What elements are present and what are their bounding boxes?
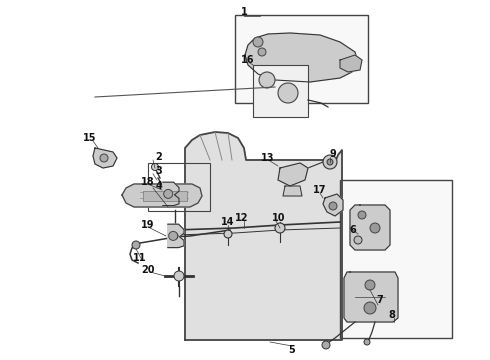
Polygon shape (168, 224, 184, 248)
Circle shape (132, 241, 140, 249)
Polygon shape (245, 33, 358, 82)
Circle shape (365, 280, 375, 290)
Circle shape (370, 223, 380, 233)
Text: 4: 4 (156, 181, 162, 191)
Bar (340, 180, 452, 338)
Circle shape (259, 72, 275, 88)
Circle shape (364, 302, 376, 314)
Circle shape (322, 341, 330, 349)
Text: 5: 5 (289, 345, 295, 355)
Text: 1: 1 (241, 7, 247, 17)
Bar (143, 191, 187, 201)
Circle shape (327, 159, 333, 165)
Text: 7: 7 (377, 295, 383, 305)
Text: 9: 9 (330, 149, 336, 159)
Bar (235, 15, 368, 103)
Polygon shape (93, 148, 117, 168)
Polygon shape (185, 132, 342, 340)
Polygon shape (163, 182, 179, 206)
Text: 12: 12 (235, 213, 249, 223)
Text: 18: 18 (141, 177, 155, 187)
Circle shape (253, 37, 263, 47)
Text: 17: 17 (313, 185, 327, 195)
Text: 8: 8 (389, 310, 395, 320)
Text: 2: 2 (156, 152, 162, 162)
Circle shape (275, 223, 285, 233)
Circle shape (100, 154, 108, 162)
Text: 20: 20 (141, 265, 155, 275)
Circle shape (323, 155, 337, 169)
Circle shape (258, 48, 266, 56)
Circle shape (164, 189, 172, 198)
Polygon shape (340, 55, 362, 72)
Text: 15: 15 (83, 133, 97, 143)
Circle shape (224, 230, 232, 238)
Circle shape (358, 211, 366, 219)
Text: 16: 16 (241, 55, 255, 65)
Circle shape (354, 236, 362, 244)
Polygon shape (283, 186, 302, 196)
Bar (148, 163, 210, 211)
Polygon shape (122, 184, 202, 207)
Text: 13: 13 (261, 153, 275, 163)
Circle shape (151, 163, 158, 171)
Polygon shape (344, 272, 398, 322)
Circle shape (169, 231, 178, 240)
Bar (253, 65, 308, 117)
Text: 14: 14 (221, 217, 235, 227)
Text: 19: 19 (141, 220, 155, 230)
Circle shape (329, 202, 337, 210)
Text: 6: 6 (350, 225, 356, 235)
Text: 3: 3 (156, 166, 162, 176)
Polygon shape (278, 163, 308, 186)
Circle shape (364, 339, 370, 345)
Circle shape (278, 83, 298, 103)
Text: 10: 10 (272, 213, 286, 223)
Polygon shape (323, 194, 343, 216)
Polygon shape (350, 205, 390, 250)
Text: 11: 11 (133, 253, 147, 263)
Circle shape (174, 271, 184, 281)
Circle shape (172, 233, 178, 239)
